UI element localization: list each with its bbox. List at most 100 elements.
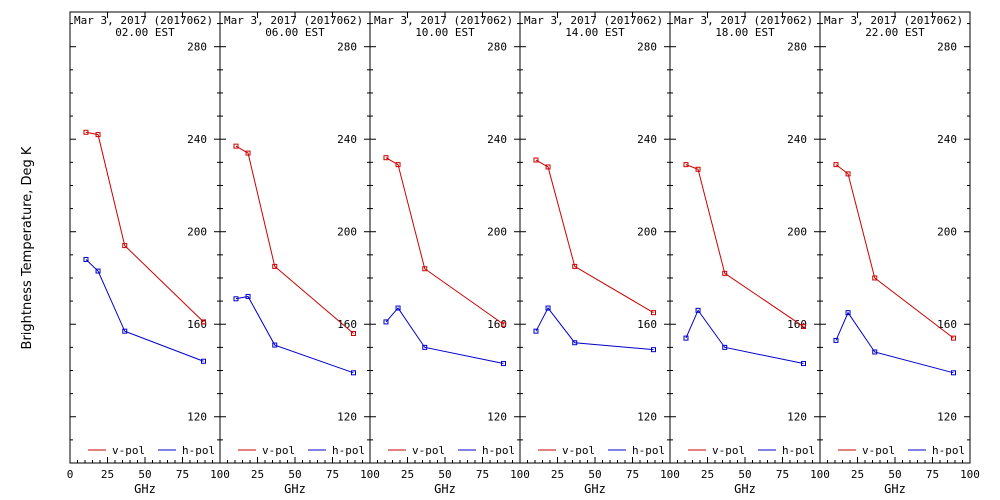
data-point-h-pol [695,307,701,313]
data-point-h-pol [651,347,656,353]
legend-label-v-pol: v-pol [262,444,295,457]
x-tick-label: 25 [551,468,564,481]
series-line-v-pol [535,159,654,314]
panel-3: 120 160 200 240 280 25 50 75 100 GHz Mar 3, 2017 (… [369,11,530,496]
x-tick-label: 100 [360,468,380,481]
series-line-h-pol [535,307,654,351]
y-tick-label: 160 [487,318,507,331]
legend-label-h-pol: h-pol [632,444,665,457]
x-tick-label: 25 [851,468,864,481]
y-tick-label: 280 [187,41,207,54]
data-point-h-pol [351,370,356,376]
legend-label-v-pol: v-pol [712,444,745,457]
data-point-v-pol [383,155,389,161]
x-tick-label: 100 [810,468,830,481]
x-axis-label: GHz [284,482,306,496]
legend-label-v-pol: v-pol [862,444,895,457]
panel-subtitle: 06.00 EST [265,26,325,39]
y-tick-label: 200 [937,226,957,239]
y-tick-label: 120 [337,411,357,424]
y-tick-label: 160 [337,318,357,331]
panel-subtitle: 10.00 EST [415,26,475,39]
panel-title: Mar 3, 2017 (2017062) [674,14,813,27]
x-tick-label: 50 [888,468,901,481]
y-tick-label: 280 [487,41,507,54]
y-tick-label: 240 [337,133,357,146]
series-line-h-pol [385,307,504,365]
y-tick-label: 200 [487,226,507,239]
data-point-h-pol [951,370,956,376]
data-point-h-pol [245,293,251,299]
data-point-v-pol [651,310,656,316]
series-line-v-pol [385,157,504,325]
y-tick-label: 240 [187,133,207,146]
series-line-h-pol [235,295,354,374]
data-point-v-pol [201,319,206,325]
data-point-h-pol [872,349,878,355]
x-tick-label: 75 [176,468,189,481]
panel-2: 120 160 200 240 280 25 50 75 100 GHz Mar 3, 2017 (… [219,11,380,496]
data-point-v-pol [422,266,428,272]
y-tick-label: 280 [637,41,657,54]
panel-4: 120 160 200 240 280 25 50 75 100 GHz Mar 3, 2017 (… [519,11,680,496]
y-tick-label: 160 [937,318,957,331]
series-line-v-pol [235,145,354,334]
data-point-v-pol [245,150,251,156]
data-point-v-pol [683,162,689,168]
series-line-h-pol [835,311,954,374]
data-point-h-pol [683,335,689,341]
data-point-v-pol [695,166,701,172]
y-tick-label: 120 [637,411,657,424]
y-axis-label: Brightness Temperature, Deg K [20,146,35,349]
x-tick-label: 75 [626,468,639,481]
panel-5: 120 160 200 240 280 25 50 75 100 GHz Mar 3, 2017 (… [669,11,830,496]
y-tick-label: 240 [637,133,657,146]
legend-label-h-pol: h-pol [182,444,215,457]
legend-label-h-pol: h-pol [932,444,965,457]
y-tick-label: 160 [187,318,207,331]
x-tick-label: 75 [926,468,939,481]
x-axis-label: GHz [584,482,606,496]
panel-subtitle: 02.00 EST [115,26,175,39]
x-tick-label: 100 [660,468,680,481]
data-point-h-pol [383,319,389,325]
panel-group: 120 160 200 240 280 0 25 50 75 100 GHz Mar 3, 2017 … [67,11,980,496]
data-point-v-pol [833,162,839,168]
data-point-h-pol [845,310,851,316]
panel-title: Mar 3, 2017 (2017062) [524,14,663,27]
data-point-h-pol [545,305,551,311]
x-tick-label: 75 [476,468,489,481]
data-point-v-pol [545,164,551,170]
legend-label-v-pol: v-pol [412,444,445,457]
y-tick-label: 160 [637,318,657,331]
y-tick-label: 200 [787,226,807,239]
legend-label-h-pol: h-pol [482,444,515,457]
data-point-v-pol [572,263,578,269]
x-tick-label: 50 [138,468,151,481]
legend-label-h-pol: h-pol [782,444,815,457]
x-tick-label: 100 [510,468,530,481]
y-tick-label: 120 [487,411,507,424]
x-tick-label: 25 [251,468,264,481]
panel-1: 120 160 200 240 280 0 25 50 75 100 GHz Mar 3, 2017 … [67,11,230,496]
panel-title: Mar 3, 2017 (2017062) [824,14,963,27]
y-tick-label: 240 [787,133,807,146]
y-tick-label: 120 [187,411,207,424]
x-tick-label: 25 [701,468,714,481]
data-point-h-pol [201,358,206,364]
panel-title: Mar 3, 2017 (2017062) [74,14,213,27]
data-point-v-pol [351,330,356,336]
data-point-h-pol [801,361,806,367]
data-point-v-pol [395,162,401,168]
data-point-v-pol [95,132,101,138]
data-point-v-pol [233,143,239,149]
y-tick-label: 160 [787,318,807,331]
panel-6: 120 160 200 240 280 25 50 75 100 GHz Mar 3, 2017 (… [819,11,980,496]
y-tick-label: 200 [337,226,357,239]
data-point-v-pol [501,321,506,327]
panel-subtitle: 14.00 EST [565,26,625,39]
data-point-v-pol [722,270,728,276]
y-tick-label: 120 [787,411,807,424]
legend-label-v-pol: v-pol [112,444,145,457]
data-point-v-pol [533,157,539,163]
